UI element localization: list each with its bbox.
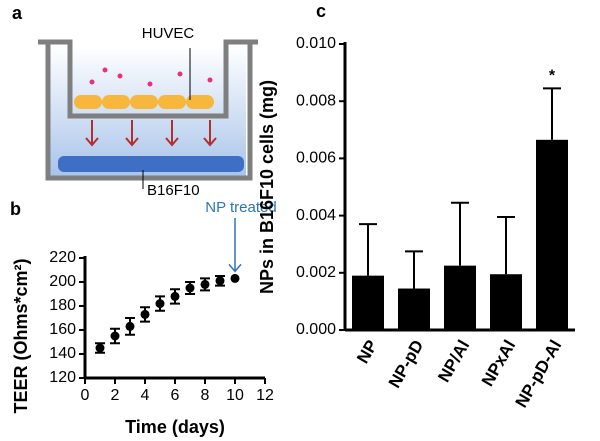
- x-tick-label: 6: [171, 387, 180, 404]
- arrows: [85, 120, 217, 147]
- y-tick-label: 0.000: [296, 321, 336, 338]
- x-tick-label: NP-pD-Al: [512, 337, 566, 411]
- y-axis-label: TEER (Ohms*cm²): [11, 258, 31, 413]
- x-tick-label: 0: [81, 387, 90, 404]
- y-tick-label: 140: [49, 345, 76, 362]
- error-bar: [497, 216, 515, 275]
- bar: [352, 275, 384, 330]
- x-tick-label: 8: [201, 387, 210, 404]
- point: [170, 291, 180, 301]
- point: [125, 321, 135, 331]
- y-tick-label: 180: [49, 297, 76, 314]
- y-tick-label: 160: [49, 321, 76, 338]
- y-tick-label: 200: [49, 273, 76, 290]
- annotation: *: [549, 68, 556, 85]
- panel-label: a: [12, 3, 23, 23]
- point: [185, 283, 195, 293]
- point: [95, 343, 105, 353]
- point: [140, 309, 150, 319]
- annotation: NP treated: [205, 199, 276, 216]
- x-tick-label: NP-pD: [385, 337, 427, 391]
- x-tick-label: NPxAl: [478, 337, 519, 390]
- error-bar: [451, 201, 469, 266]
- bar: [490, 274, 522, 330]
- point: [110, 331, 120, 341]
- huvec-cells: [74, 95, 214, 109]
- y-tick-label: 0.010: [296, 35, 336, 52]
- point: [215, 276, 225, 286]
- point: [230, 273, 240, 283]
- panel-label: c: [316, 1, 326, 21]
- well: [45, 42, 253, 181]
- diagram-label: HUVEC: [142, 25, 195, 42]
- medium: [50, 46, 246, 176]
- y-tick-label: 220: [49, 249, 76, 266]
- error-bar: [405, 250, 423, 289]
- diagram: a HUVEC B16F10: [12, 3, 258, 199]
- x-tick-label: 10: [226, 387, 244, 404]
- point: [155, 299, 165, 309]
- insert: [38, 39, 258, 119]
- panel-label: b: [10, 199, 21, 219]
- y-tick-label: 120: [49, 369, 76, 386]
- diagram-label: B16F10: [147, 182, 200, 199]
- particles: [89, 67, 213, 87]
- y-tick-label: 0.002: [296, 264, 336, 281]
- error-bar: [543, 87, 561, 140]
- bar: [398, 288, 430, 330]
- y-tick-label: 0.008: [296, 92, 336, 109]
- x-axis-label: Time (days): [125, 417, 225, 437]
- x-tick-label: NP: [353, 337, 381, 367]
- x-tick-label: NP/Al: [434, 337, 473, 386]
- b16f10-cells: [58, 156, 244, 172]
- bar: [536, 139, 568, 330]
- bar: [444, 265, 476, 330]
- x-tick-label: 4: [141, 387, 150, 404]
- x-tick-label: 12: [256, 387, 274, 404]
- y-axis-label: NPs in B16F10 cells (mg): [257, 80, 277, 294]
- point: [200, 279, 210, 289]
- y-tick-label: 0.004: [296, 207, 336, 224]
- annotation-arrow: [228, 218, 242, 273]
- error-bar: [359, 223, 377, 276]
- x-tick-label: 2: [111, 387, 120, 404]
- y-tick-label: 0.006: [296, 150, 336, 167]
